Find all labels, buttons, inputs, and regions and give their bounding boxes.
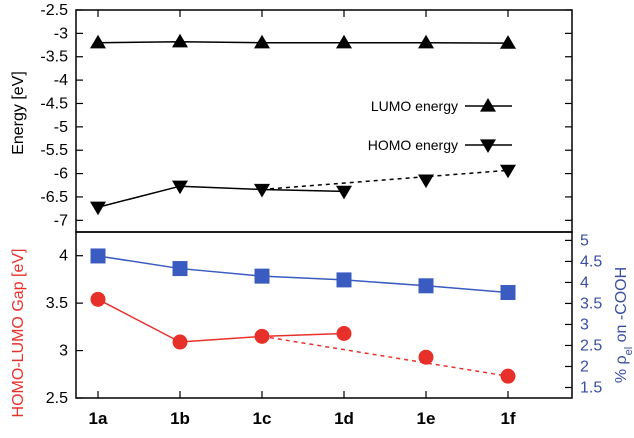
y-tick-label: -7 — [54, 212, 68, 229]
data-point — [90, 34, 106, 49]
y-tick-label: -2.5 — [40, 2, 68, 19]
x-tick-label: 1a — [89, 409, 108, 428]
y-tick-label: -6 — [54, 166, 68, 183]
legend-label: LUMO energy — [371, 98, 458, 114]
y-tick-label: -5.5 — [40, 142, 68, 159]
y-axis-title: HOMO-LUMO Gap [eV] — [10, 249, 27, 418]
data-point — [418, 34, 434, 49]
data-point — [172, 180, 188, 195]
top-panel: -2.5 -3 -3.5 -4 -4.5 -5 -5.5 -6 -6.5 -7 Energy [eV… — [10, 2, 573, 233]
legend-entry: HOMO energy — [368, 137, 512, 153]
y-axis-title: Energy [eV] — [10, 71, 27, 155]
data-point — [90, 248, 106, 264]
y2-axis-title-rest: on -COOH — [613, 267, 630, 347]
series-line-solid — [97, 41, 509, 44]
y-tick-label: -6.5 — [40, 189, 68, 206]
data-point — [418, 349, 434, 365]
legend-marker — [480, 139, 496, 153]
y2-axis-title: % ρel on -COOH — [613, 267, 634, 383]
y2-tick-label: 2.5 — [580, 337, 602, 354]
y2-tick-label: 4 — [580, 274, 589, 291]
category-axis: 1a 1b 1c 1d 1e 1f — [89, 10, 516, 428]
y2-tick-label: 2 — [580, 358, 589, 375]
y2-axis-title-subscript: el — [623, 347, 634, 356]
series-line-solid — [97, 298, 345, 343]
y-tick-label: -3 — [54, 25, 68, 42]
data-point — [336, 34, 352, 49]
y-tick-label: 3.5 — [46, 295, 68, 312]
data-point — [336, 325, 352, 341]
x-tick-label: 1d — [334, 409, 354, 428]
y2-tick-label: 1.5 — [580, 379, 602, 396]
legend-label: HOMO energy — [368, 137, 458, 153]
data-point — [336, 272, 352, 288]
data-point — [90, 291, 106, 307]
data-point — [254, 34, 270, 49]
series-line-solid — [97, 185, 345, 208]
x-tick-label: 1f — [500, 409, 515, 428]
data-point — [500, 285, 516, 301]
series-line-dashed — [261, 335, 509, 377]
data-point — [254, 183, 270, 198]
x-tick-label: 1c — [253, 409, 272, 428]
data-point — [500, 368, 516, 384]
data-point — [172, 261, 188, 277]
y-tick-label: -3.5 — [40, 49, 68, 66]
y2-tick-label: 5 — [580, 232, 589, 249]
y2-axis-title-main: % ρ — [613, 355, 630, 383]
y2-tick-label: 3 — [580, 316, 589, 333]
data-point — [500, 164, 516, 179]
data-point — [172, 334, 188, 350]
y-tick-label: -5 — [54, 119, 68, 136]
series-line-dashed — [261, 169, 509, 191]
data-point — [418, 278, 434, 294]
data-point — [254, 268, 270, 284]
bottom-plot-frame — [75, 231, 573, 399]
y2-tick-label: 4.5 — [580, 253, 602, 270]
y-tick-label: 2.5 — [46, 390, 68, 407]
y-tick-label: 4 — [59, 248, 68, 265]
legend-marker — [480, 98, 496, 112]
y-tick-label: -4 — [54, 72, 68, 89]
legend-entry: LUMO energy — [371, 98, 512, 114]
data-point — [90, 201, 106, 216]
data-point — [500, 35, 516, 49]
bottom-panel: 2.5 3 3.5 4 1.5 2 2.5 3 3.5 4 4.5 5 HOMO-LUMO Gap [e… — [10, 231, 634, 418]
data-point — [336, 185, 352, 200]
y2-tick-label: 3.5 — [580, 295, 602, 312]
y-tick-label: 3 — [59, 343, 68, 360]
x-tick-label: 1e — [417, 409, 436, 428]
x-tick-label: 1b — [170, 409, 190, 428]
series-line-solid — [97, 255, 509, 294]
y-tick-label: -4.5 — [40, 95, 68, 112]
data-point — [418, 174, 434, 189]
data-point — [172, 33, 188, 48]
data-point — [254, 328, 270, 344]
